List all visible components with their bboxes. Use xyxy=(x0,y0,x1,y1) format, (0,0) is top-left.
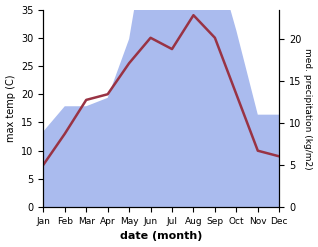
X-axis label: date (month): date (month) xyxy=(120,231,203,242)
Y-axis label: med. precipitation (kg/m2): med. precipitation (kg/m2) xyxy=(303,48,313,169)
Y-axis label: max temp (C): max temp (C) xyxy=(5,75,16,142)
